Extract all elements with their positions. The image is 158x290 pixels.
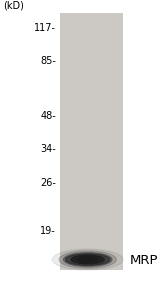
Ellipse shape <box>63 253 112 267</box>
Bar <box>60 13 123 270</box>
Text: MRPS17: MRPS17 <box>130 255 158 267</box>
Text: 34-: 34- <box>40 144 56 154</box>
Ellipse shape <box>59 251 116 268</box>
Ellipse shape <box>78 256 98 263</box>
Text: 85-: 85- <box>40 56 56 66</box>
Text: 117-: 117- <box>34 23 56 32</box>
Text: 26-: 26- <box>40 178 56 188</box>
Ellipse shape <box>66 254 110 265</box>
Text: 19-: 19- <box>40 226 56 235</box>
Ellipse shape <box>71 255 104 264</box>
Text: (kD): (kD) <box>3 0 24 10</box>
Ellipse shape <box>52 249 123 270</box>
Text: 48-: 48- <box>40 111 56 121</box>
